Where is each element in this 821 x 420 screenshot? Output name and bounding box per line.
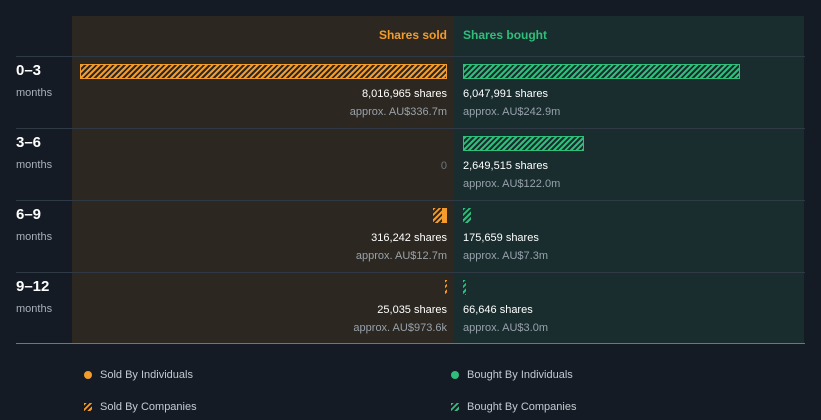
bought-shares-value: 66,646 shares: [463, 304, 533, 316]
bought-shares-value: 2,649,515 shares: [463, 160, 549, 172]
sold-shares-value: 8,016,965 shares: [361, 88, 447, 100]
shares-sold-header: Shares sold: [378, 28, 447, 42]
period-unit: months: [16, 303, 53, 315]
period-label: 6–9: [16, 206, 42, 223]
chart-bottom-rule: [16, 343, 805, 344]
bought-bar-6-9: [463, 208, 471, 223]
period-label: 0–3: [16, 62, 42, 79]
bought-individuals-legend-icon: [451, 371, 459, 379]
sold-bar-0-3: [80, 64, 447, 79]
legend-bought-individuals: Bought By Individuals: [467, 369, 573, 381]
row-divider: [16, 128, 805, 129]
bought-approx-value: approx. AU$122.0m: [463, 178, 561, 190]
bought-bar-3-6: [463, 136, 584, 151]
bought-shares-value: 175,659 shares: [463, 232, 539, 244]
row-divider: [16, 200, 805, 201]
legend-bought-companies: Bought By Companies: [467, 401, 577, 413]
period-unit: months: [16, 87, 53, 99]
legend-sold-individuals: Sold By Individuals: [100, 369, 193, 381]
bought-companies-legend-icon: [451, 403, 459, 411]
bought-bar-0-3: [463, 64, 740, 79]
sold-approx-value: approx. AU$12.7m: [355, 250, 447, 262]
bought-shares-value: 6,047,991 shares: [463, 88, 549, 100]
sold-shares-value: 316,242 shares: [371, 232, 447, 244]
period-label: 3–6: [16, 134, 42, 151]
bought-approx-value: approx. AU$242.9m: [463, 106, 561, 118]
sold-approx-value: approx. AU$336.7m: [349, 106, 447, 118]
period-unit: months: [16, 159, 53, 171]
sold-companies-legend-icon: [84, 403, 92, 411]
period-unit: months: [16, 231, 53, 243]
shares-bought-header: Shares bought: [463, 28, 548, 42]
bought-bar-9-12: [463, 280, 466, 295]
sold-bar-9-12: [445, 280, 447, 295]
legend-sold-companies: Sold By Companies: [100, 401, 197, 413]
row-divider: [16, 56, 805, 57]
sold-approx-value: approx. AU$973.6k: [353, 322, 447, 334]
sold-zero-value: 0: [440, 160, 447, 172]
row-divider: [16, 272, 805, 273]
bought-approx-value: approx. AU$3.0m: [463, 322, 548, 334]
sold-individuals-legend-icon: [84, 371, 92, 379]
bought-approx-value: approx. AU$7.3m: [463, 250, 548, 262]
period-label: 9–12: [16, 278, 50, 295]
sold-shares-value: 25,035 shares: [377, 304, 447, 316]
sold-bar-6-9-individuals: [442, 208, 447, 223]
